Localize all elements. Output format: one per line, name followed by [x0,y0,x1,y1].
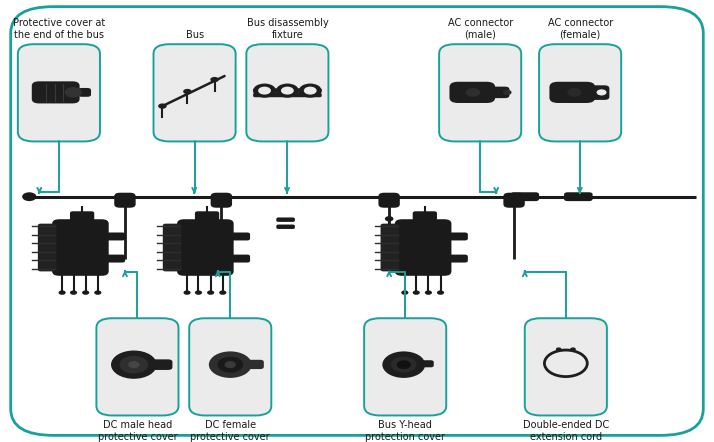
Circle shape [211,77,219,82]
FancyBboxPatch shape [550,82,595,103]
FancyBboxPatch shape [241,360,264,369]
FancyBboxPatch shape [418,360,434,367]
FancyBboxPatch shape [211,193,232,208]
FancyBboxPatch shape [101,255,125,263]
FancyBboxPatch shape [18,44,100,141]
FancyBboxPatch shape [32,81,80,103]
FancyBboxPatch shape [195,211,219,222]
Circle shape [209,351,251,378]
Circle shape [597,89,607,95]
Text: Bus Y-head
protection cover: Bus Y-head protection cover [365,420,446,442]
Circle shape [401,290,408,295]
FancyBboxPatch shape [490,87,510,98]
Circle shape [159,103,167,109]
Circle shape [82,290,89,295]
FancyBboxPatch shape [114,193,136,208]
Circle shape [281,87,294,95]
FancyBboxPatch shape [525,318,607,415]
Circle shape [258,87,271,95]
Circle shape [207,290,214,295]
Circle shape [568,88,581,97]
Circle shape [225,361,236,368]
Circle shape [555,347,561,351]
FancyBboxPatch shape [511,192,539,201]
FancyBboxPatch shape [154,44,236,141]
Circle shape [217,357,243,373]
FancyBboxPatch shape [52,219,109,276]
Circle shape [120,356,149,373]
FancyBboxPatch shape [439,44,521,141]
Circle shape [276,84,298,98]
Text: Bus disassembly
fixture: Bus disassembly fixture [246,18,328,40]
FancyBboxPatch shape [276,225,295,229]
Circle shape [437,290,444,295]
Circle shape [299,84,321,98]
FancyBboxPatch shape [539,44,621,141]
Circle shape [383,351,426,378]
FancyBboxPatch shape [101,232,125,240]
Text: Protective cover at
the end of the bus: Protective cover at the end of the bus [13,18,105,40]
Circle shape [111,351,157,379]
FancyBboxPatch shape [413,211,437,222]
FancyBboxPatch shape [503,193,525,208]
FancyBboxPatch shape [364,318,446,415]
FancyBboxPatch shape [177,219,233,276]
Circle shape [70,290,77,295]
FancyBboxPatch shape [226,255,250,263]
FancyBboxPatch shape [253,93,321,97]
FancyBboxPatch shape [246,44,328,141]
Circle shape [466,88,480,97]
FancyBboxPatch shape [378,193,400,208]
FancyBboxPatch shape [381,224,399,271]
Circle shape [183,89,191,94]
Circle shape [503,90,511,95]
Circle shape [304,87,317,95]
Circle shape [570,347,575,351]
FancyBboxPatch shape [253,88,321,93]
Circle shape [22,192,36,201]
Text: DC male head
protective cover: DC male head protective cover [98,420,177,442]
FancyBboxPatch shape [564,192,593,201]
Text: AC connector
(male): AC connector (male) [448,18,513,40]
Circle shape [425,290,432,295]
Circle shape [129,361,139,368]
FancyBboxPatch shape [443,232,468,240]
FancyBboxPatch shape [149,359,172,370]
Circle shape [65,87,81,98]
FancyBboxPatch shape [450,82,496,103]
FancyBboxPatch shape [163,224,181,271]
FancyBboxPatch shape [276,217,295,222]
FancyBboxPatch shape [11,7,703,435]
FancyBboxPatch shape [38,224,56,271]
FancyBboxPatch shape [79,88,91,97]
Circle shape [413,290,420,295]
Circle shape [219,290,226,295]
FancyBboxPatch shape [588,85,610,100]
Text: DC female
protective cover: DC female protective cover [191,420,270,442]
FancyBboxPatch shape [189,318,271,415]
FancyBboxPatch shape [70,211,94,222]
Text: Double-ended DC
extension cord: Double-ended DC extension cord [523,420,609,442]
FancyBboxPatch shape [226,232,250,240]
Circle shape [183,290,191,295]
Circle shape [253,84,276,98]
Text: Bus: Bus [186,30,203,40]
Text: AC connector
(female): AC connector (female) [548,18,613,40]
Circle shape [94,290,101,295]
FancyBboxPatch shape [395,219,451,276]
Circle shape [385,216,393,221]
Circle shape [397,360,411,369]
Circle shape [391,357,417,373]
FancyBboxPatch shape [96,318,178,415]
Circle shape [195,290,202,295]
Circle shape [59,290,66,295]
FancyBboxPatch shape [443,255,468,263]
